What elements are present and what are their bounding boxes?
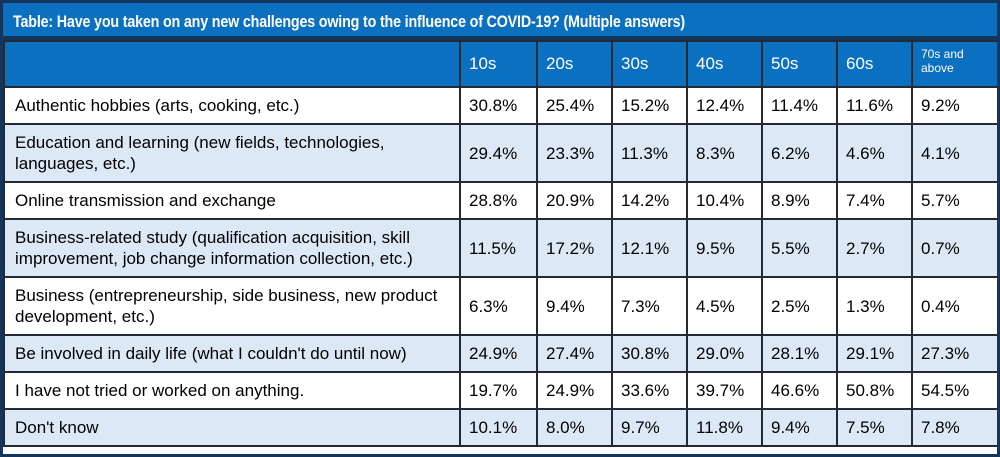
value-cell: 9.4%: [761, 408, 838, 447]
value-cell: 5.7%: [911, 181, 997, 220]
value-cell: 4.5%: [686, 276, 763, 336]
value-cell: 2.7%: [836, 218, 913, 278]
column-header: 40s: [686, 40, 763, 88]
table-row: Business (entrepreneurship, side busines…: [3, 276, 997, 336]
value-cell: 6.3%: [459, 276, 538, 336]
table-row: I have not tried or worked on anything. 1…: [3, 371, 997, 410]
value-cell: 10.4%: [686, 181, 763, 220]
value-cell: 2.5%: [761, 276, 838, 336]
row-label: Education and learning (new fields, tech…: [3, 123, 461, 183]
value-cell: 11.6%: [836, 86, 913, 125]
column-header: 30s: [611, 40, 688, 88]
table-row: Authentic hobbies (arts, cooking, etc.) 3…: [3, 86, 997, 125]
value-cell: 30.8%: [611, 334, 688, 373]
value-cell: 9.2%: [911, 86, 997, 125]
value-cell: 6.2%: [761, 123, 838, 183]
value-cell: 39.7%: [686, 371, 763, 410]
value-cell: 30.8%: [459, 86, 538, 125]
value-cell: 4.1%: [911, 123, 997, 183]
value-cell: 27.3%: [911, 334, 997, 373]
table-row: Education and learning (new fields, tech…: [3, 123, 997, 183]
row-label: Online transmission and exchange: [3, 181, 461, 220]
value-cell: 0.7%: [911, 218, 997, 278]
value-cell: 9.7%: [611, 408, 688, 447]
value-cell: 7.3%: [611, 276, 688, 336]
value-cell: 7.5%: [836, 408, 913, 447]
column-header: 50s: [761, 40, 838, 88]
row-label: Don't know: [3, 408, 461, 447]
row-label: Business-related study (qualification ac…: [3, 218, 461, 278]
table-body: Authentic hobbies (arts, cooking, etc.) 3…: [3, 86, 997, 447]
value-cell: 24.9%: [459, 334, 538, 373]
table-row: Don't know 10.1% 8.0% 9.7% 11.8% 9.4% 7.5% 7.8%: [3, 408, 997, 447]
table-title-bar: Table: Have you taken on any new challen…: [3, 3, 997, 40]
value-cell: 14.2%: [611, 181, 688, 220]
table-row: Business-related study (qualification ac…: [3, 218, 997, 278]
value-cell: 8.0%: [536, 408, 613, 447]
table-row: Online transmission and exchange 28.8% 20.…: [3, 181, 997, 220]
value-cell: 28.8%: [459, 181, 538, 220]
value-cell: 15.2%: [611, 86, 688, 125]
value-cell: 19.7%: [459, 371, 538, 410]
value-cell: 0.4%: [911, 276, 997, 336]
value-cell: 50.8%: [836, 371, 913, 410]
value-cell: 24.9%: [536, 371, 613, 410]
value-cell: 33.6%: [611, 371, 688, 410]
row-label: I have not tried or worked on anything.: [3, 371, 461, 410]
value-cell: 7.8%: [911, 408, 997, 447]
value-cell: 54.5%: [911, 371, 997, 410]
column-header: 10s: [459, 40, 538, 88]
value-cell: 9.4%: [536, 276, 613, 336]
value-cell: 28.1%: [761, 334, 838, 373]
table-title: Table: Have you taken on any new challen…: [13, 12, 686, 31]
row-label: Business (entrepreneurship, side busines…: [3, 276, 461, 336]
value-cell: 46.6%: [761, 371, 838, 410]
row-label: Authentic hobbies (arts, cooking, etc.): [3, 86, 461, 125]
value-cell: 9.5%: [686, 218, 763, 278]
value-cell: 11.5%: [459, 218, 538, 278]
column-header: 20s: [536, 40, 613, 88]
column-header: 60s: [836, 40, 913, 88]
value-cell: 8.3%: [686, 123, 763, 183]
table-header: 10s 20s 30s 40s 50s 60s 70s and above: [3, 40, 997, 88]
value-cell: 12.1%: [611, 218, 688, 278]
header-row: 10s 20s 30s 40s 50s 60s 70s and above: [3, 40, 997, 88]
value-cell: 27.4%: [536, 334, 613, 373]
value-cell: 4.6%: [836, 123, 913, 183]
value-cell: 23.3%: [536, 123, 613, 183]
header-corner-cell: [3, 40, 461, 88]
value-cell: 25.4%: [536, 86, 613, 125]
value-cell: 20.9%: [536, 181, 613, 220]
value-cell: 17.2%: [536, 218, 613, 278]
table-row: Be involved in daily life (what I couldn…: [3, 334, 997, 373]
value-cell: 1.3%: [836, 276, 913, 336]
value-cell: 12.4%: [686, 86, 763, 125]
survey-table: 10s 20s 30s 40s 50s 60s 70s and above Authenti…: [3, 40, 997, 447]
value-cell: 8.9%: [761, 181, 838, 220]
value-cell: 11.4%: [761, 86, 838, 125]
value-cell: 29.0%: [686, 334, 763, 373]
row-label: Be involved in daily life (what I couldn…: [3, 334, 461, 373]
value-cell: 29.4%: [459, 123, 538, 183]
value-cell: 5.5%: [761, 218, 838, 278]
value-cell: 11.8%: [686, 408, 763, 447]
value-cell: 29.1%: [836, 334, 913, 373]
value-cell: 10.1%: [459, 408, 538, 447]
value-cell: 11.3%: [611, 123, 688, 183]
column-header: 70s and above: [911, 40, 997, 88]
value-cell: 7.4%: [836, 181, 913, 220]
